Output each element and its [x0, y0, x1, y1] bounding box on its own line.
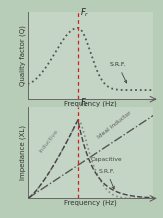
X-axis label: Frequency (Hz): Frequency (Hz): [64, 100, 117, 107]
Text: $\mathit{F_r}$: $\mathit{F_r}$: [80, 6, 90, 19]
Text: S.R.F.: S.R.F.: [98, 169, 115, 189]
Text: S.R.F.: S.R.F.: [110, 62, 127, 83]
Text: Inductive: Inductive: [38, 129, 59, 154]
Y-axis label: Quality factor (Q): Quality factor (Q): [20, 25, 26, 86]
Text: Ideal inductor: Ideal inductor: [97, 111, 133, 140]
Text: Capacitive: Capacitive: [90, 157, 122, 162]
Y-axis label: Impedance (XL): Impedance (XL): [20, 125, 26, 180]
X-axis label: Frequency (Hz): Frequency (Hz): [64, 200, 117, 206]
Text: $\mathit{F_r}$: $\mathit{F_r}$: [80, 97, 90, 109]
